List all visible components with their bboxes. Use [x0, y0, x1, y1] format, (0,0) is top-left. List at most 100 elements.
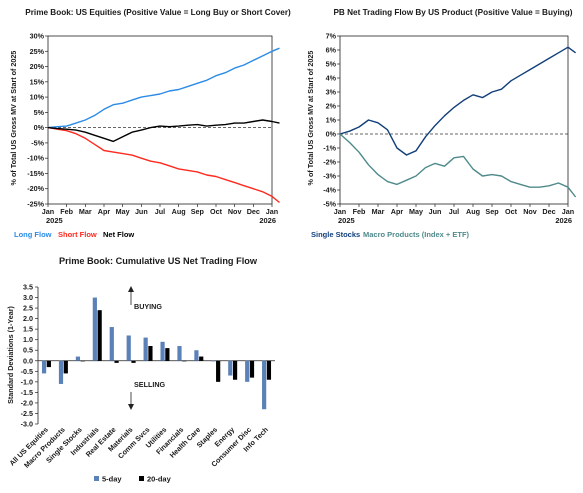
x-tick-label: Nov — [523, 207, 537, 216]
y-tick-label: -15% — [27, 169, 44, 178]
y-tick-label: -5% — [323, 200, 336, 209]
bar-5-day-staples — [211, 360, 216, 362]
x-tick-label: Feb — [60, 207, 73, 216]
y-tick-label: -1.5 — [21, 388, 33, 397]
x-tick-label: Jan — [334, 207, 346, 216]
bar-20-day-financials — [182, 360, 187, 362]
x-tick-label: Sep — [191, 207, 205, 216]
bar-20-day-consumer-disc — [249, 360, 255, 378]
x-tick-label: Oct — [210, 207, 223, 216]
y-tick-label: 0.0 — [23, 356, 33, 365]
y-tick-label: 6% — [326, 46, 337, 55]
year-label-start: 2025 — [338, 216, 355, 225]
x-tick-label: Jun — [135, 207, 148, 216]
x-tick-label: Sep — [485, 207, 499, 216]
y-tick-label: 3.5 — [23, 283, 33, 292]
y-tick-label: 3.0 — [23, 293, 33, 302]
chart-prime-book-us-equities: Prime Book: US Equities (Positive Value … — [9, 8, 291, 239]
y-tick-label: 2.0 — [23, 314, 33, 323]
y-tick-label: -3.0 — [21, 420, 33, 429]
x-tick-label: Jul — [449, 207, 459, 216]
y-tick-label: 0% — [326, 130, 337, 139]
x-tick-label: Nov — [228, 207, 242, 216]
x-tick-label: Apr — [98, 207, 111, 216]
x-tick-label: Dec — [542, 207, 555, 216]
chart1-legend: Long Flow Short Flow Net Flow — [14, 230, 134, 239]
selling-annotation: SELLING — [134, 380, 166, 389]
y-tick-label: 1% — [326, 116, 337, 125]
legend-item: 20-day — [147, 475, 172, 484]
x-tick-label: Aug — [466, 207, 480, 216]
y-tick-label: 1.5 — [23, 325, 33, 334]
x-tick-label: Oct — [505, 207, 518, 216]
bar-20-day-single-stocks — [80, 360, 85, 362]
x-tick-label: Mar — [79, 207, 92, 216]
x-tick-label: May — [116, 207, 130, 216]
y-tick-label: 2% — [326, 102, 337, 111]
bar-20-day-comm-svcs — [148, 346, 153, 361]
bar-20-day-staples — [216, 360, 221, 382]
series-line-short-flow — [47, 126, 280, 204]
series-line-long-flow — [47, 47, 280, 129]
y-tick-label: -25% — [27, 200, 44, 209]
year-label-start: 2025 — [46, 216, 63, 225]
chart2-title: PB Net Trading Flow By US Product (Posit… — [333, 8, 572, 17]
bar-5-day-comm-svcs — [143, 337, 148, 361]
bar-20-day-all-us-equities — [46, 360, 51, 368]
y-tick-label: -2.0 — [21, 398, 33, 407]
buying-annotation: BUYING — [134, 302, 162, 311]
x-tick-label: Dec — [247, 207, 260, 216]
series-line-single-stocks — [339, 46, 577, 156]
chart1-series — [47, 47, 280, 204]
x-tick-label: May — [409, 207, 423, 216]
chart3-bars — [41, 297, 272, 410]
legend-item: Short Flow — [58, 230, 97, 239]
y-tick-label: 2.5 — [23, 304, 33, 313]
y-tick-label: 0% — [34, 123, 45, 132]
bar-20-day-industrials — [97, 310, 102, 361]
plot-frame — [339, 35, 569, 205]
bar-5-day-utilities — [160, 341, 165, 361]
bar-5-day-industrials — [92, 297, 97, 361]
bar-5-day-health-care — [194, 350, 199, 361]
chart2-axes: 7%6%5%4%3%2%1%0%-1%-2%-3%-4%-5%Jan Feb Mar… — [323, 32, 574, 226]
legend-item: 5-day — [102, 475, 122, 484]
bar-20-day-real-estate — [114, 360, 119, 363]
y-tick-label: -2% — [323, 158, 336, 167]
chart2-series — [339, 46, 577, 198]
y-tick-label: -2.5 — [21, 409, 33, 418]
chart-cumulative-us-net-trading-flow: Prime Book: Cumulative US Net Trading Fl… — [6, 256, 275, 484]
y-tick-label: -5% — [31, 138, 44, 147]
legend-item: Macro Products (Index + ETF) — [363, 230, 470, 239]
x-tick-label: Jul — [155, 207, 165, 216]
year-label-end: 2026 — [555, 216, 572, 225]
x-tick-label: Jan — [562, 207, 574, 216]
y-tick-label: -10% — [27, 154, 44, 163]
x-tick-label: Mar — [372, 207, 385, 216]
bar-20-day-energy — [232, 360, 238, 380]
chart1-title: Prime Book: US Equities (Positive Value … — [25, 8, 291, 17]
chart3-title: Prime Book: Cumulative US Net Trading Fl… — [59, 256, 258, 266]
bar-5-day-single-stocks — [75, 356, 81, 361]
x-tick-label: Jun — [429, 207, 442, 216]
y-tick-label: -1.0 — [21, 377, 33, 386]
bar-20-day-health-care — [199, 356, 204, 361]
bar-5-day-all-us-equities — [41, 360, 47, 374]
y-tick-label: 4% — [326, 74, 337, 83]
selling-arrow-head — [128, 404, 134, 410]
plot-frame — [47, 35, 273, 205]
y-tick-label: 10% — [30, 93, 45, 102]
bar-5-day-real-estate — [109, 327, 114, 361]
y-tick-label: -4% — [323, 186, 336, 195]
series-line-net-flow — [47, 119, 280, 143]
chart2-y-axis-label: % of Total US Gross MV at Start of 2025 — [306, 51, 315, 186]
year-label-end: 2026 — [259, 216, 276, 225]
y-tick-label: 1.0 — [23, 335, 33, 344]
bar-5-day-info-tech — [262, 360, 267, 410]
chart3-y-axis-label: Standard Deviations (1-Year) — [6, 305, 15, 403]
y-tick-label: 7% — [326, 32, 337, 41]
chart1-y-axis-label: % of Total US Gross MV at Start of 2025 — [9, 51, 18, 186]
legend-swatch — [94, 476, 99, 481]
x-tick-label: Jan — [266, 207, 278, 216]
